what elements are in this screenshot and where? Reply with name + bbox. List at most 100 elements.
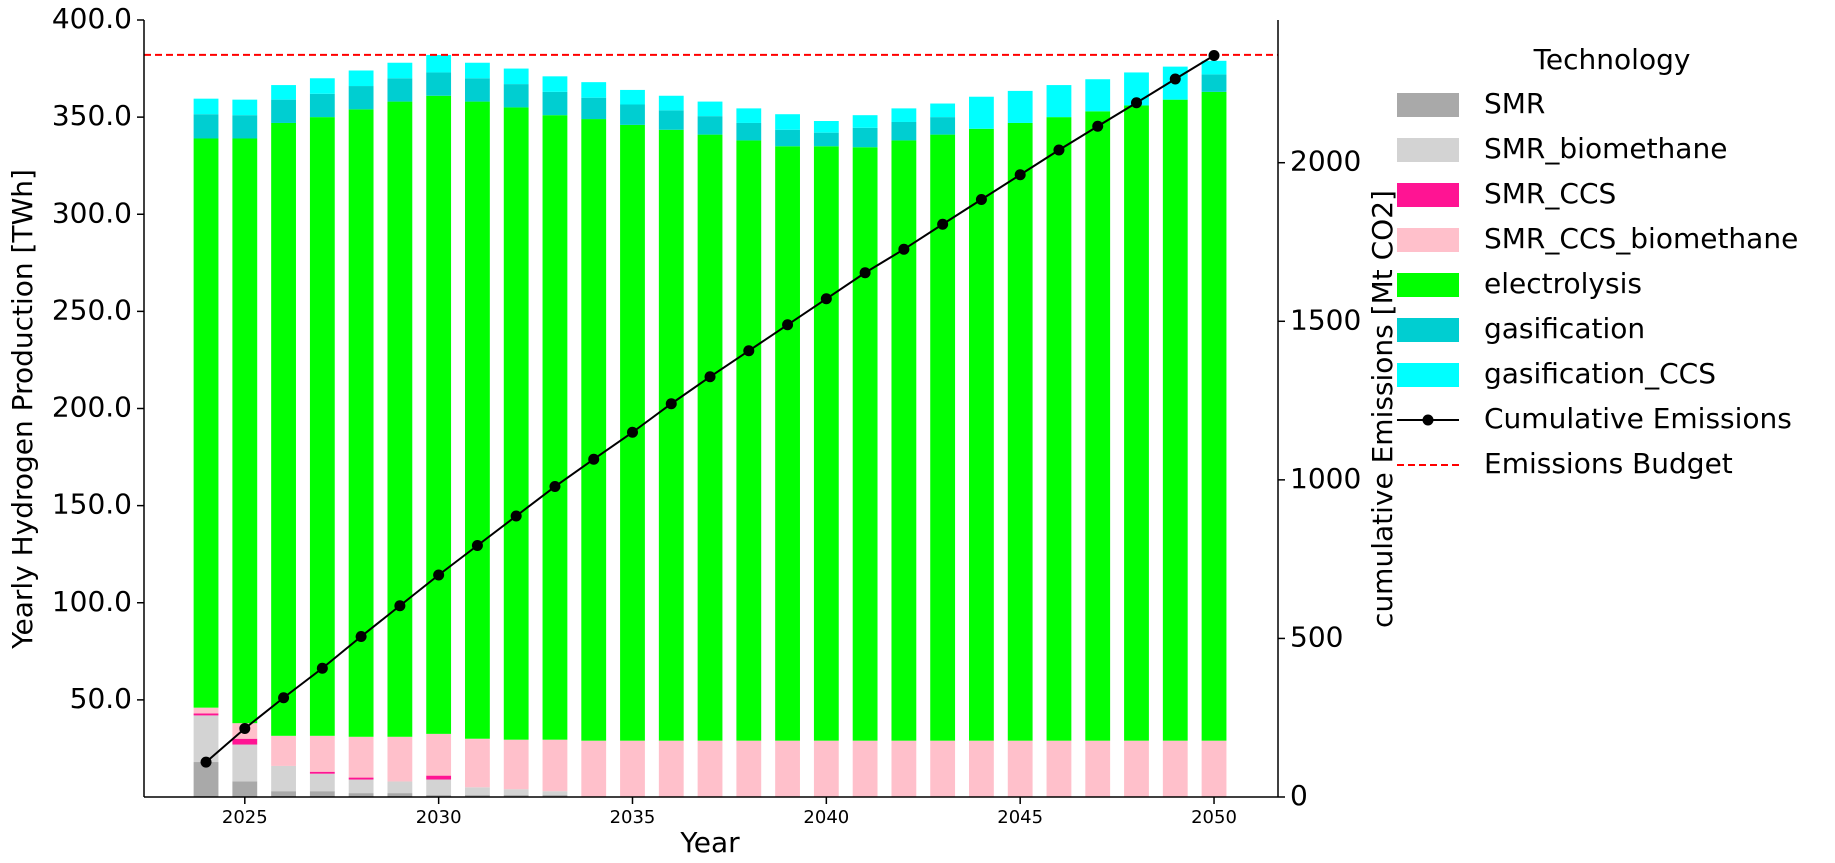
x-tick-label: 2050 — [1191, 807, 1237, 828]
bar-segment — [193, 114, 219, 139]
bar-segment — [813, 121, 839, 133]
bar-segment — [1085, 740, 1111, 797]
bar-segment — [542, 115, 568, 740]
bar-segment — [658, 95, 684, 111]
y2-tick-label: 1500 — [1290, 303, 1361, 336]
line-point — [665, 398, 677, 410]
bar-segment — [193, 762, 219, 797]
bar-segment — [1007, 90, 1033, 123]
bar-segment — [387, 101, 413, 737]
y2-tick-label: 2000 — [1290, 145, 1361, 178]
bar-segment — [309, 78, 335, 94]
bar-segment — [620, 740, 645, 797]
bar-segment — [658, 740, 684, 797]
bar-segment — [1046, 740, 1072, 797]
bar-segment — [969, 128, 994, 741]
line-point — [394, 600, 406, 612]
bar-segment — [891, 108, 917, 122]
bar-segment — [930, 103, 956, 118]
legend-title: Technology — [1533, 43, 1691, 76]
bar-segment — [503, 107, 529, 740]
line-point — [937, 218, 949, 230]
legend-label: Emissions Budget — [1484, 447, 1733, 480]
bar-segment — [930, 117, 956, 135]
bar-segment — [426, 795, 452, 797]
legend-swatch — [1397, 183, 1459, 207]
bar-segment — [542, 91, 568, 116]
x-axis-label: Year — [679, 826, 740, 859]
bar-segment — [813, 132, 839, 147]
bar-segment — [309, 791, 335, 797]
legend-swatch — [1397, 273, 1459, 297]
bar-segment — [465, 62, 490, 79]
line-point — [355, 631, 367, 643]
x-tick-label: 2040 — [803, 807, 849, 828]
legend-label: SMR — [1484, 87, 1545, 120]
bar-segment — [658, 110, 684, 130]
legend-label: Cumulative Emissions — [1484, 402, 1792, 435]
bar-segment — [542, 76, 568, 92]
bar-segment — [426, 775, 452, 780]
bar-segment — [1085, 79, 1111, 112]
bar-segment — [465, 78, 490, 102]
legend-label: gasification — [1484, 312, 1645, 345]
bar-segment — [387, 736, 413, 782]
bar-segment — [348, 777, 374, 780]
legend-marker — [1422, 414, 1434, 426]
bar-segment — [852, 147, 878, 741]
bar-segment — [426, 72, 452, 96]
line-point — [859, 267, 871, 279]
bar-segment — [309, 773, 335, 792]
bar-segment — [852, 115, 878, 128]
y-tick-label: 100.0 — [52, 585, 132, 618]
bar-segment — [348, 736, 374, 778]
legend-swatch — [1397, 228, 1459, 252]
line-point — [704, 371, 716, 383]
bar-segment — [697, 101, 723, 117]
bar-segment — [271, 85, 296, 100]
y2-tick-label: 1000 — [1290, 462, 1361, 495]
bar-segment — [387, 793, 413, 797]
legend-label: electrolysis — [1484, 267, 1642, 300]
line-point — [1169, 73, 1181, 85]
y-tick-label: 200.0 — [52, 391, 132, 424]
bar-segment — [271, 765, 296, 792]
bar-segment — [232, 738, 258, 745]
bar-segment — [309, 735, 335, 772]
legend-label: SMR_CCS — [1484, 177, 1616, 210]
bar-segment — [581, 97, 607, 120]
line-point — [626, 426, 638, 438]
bar-segment — [697, 740, 723, 797]
y-tick-label: 400.0 — [52, 2, 132, 35]
y-tick-label: 300.0 — [52, 196, 132, 229]
line-point — [549, 481, 561, 493]
bar-segment — [1046, 85, 1072, 118]
line-point — [1092, 120, 1104, 132]
bar-segment — [891, 140, 917, 741]
line-point — [588, 453, 600, 465]
bar-segment — [736, 108, 762, 123]
line-point — [316, 662, 328, 674]
bar-segment — [775, 740, 800, 797]
bar-segment — [426, 95, 452, 734]
bar-segment — [387, 62, 413, 79]
x-tick-label: 2025 — [222, 807, 268, 828]
line-point — [1130, 97, 1142, 109]
bar-segment — [1007, 122, 1033, 741]
bar-segment — [309, 771, 335, 774]
y2-tick-label: 0 — [1290, 779, 1308, 812]
bar-segment — [426, 733, 452, 776]
line-point — [278, 692, 290, 704]
bar-segment — [465, 738, 490, 788]
bar-segment — [542, 739, 568, 792]
legend-label: SMR_CCS_biomethane — [1484, 222, 1798, 255]
bar-segment — [193, 707, 219, 714]
bar-segment — [465, 795, 490, 797]
bar-segment — [1124, 105, 1149, 741]
bar-segment — [348, 86, 374, 110]
bar-segment — [930, 134, 956, 741]
bar-segment — [232, 744, 258, 782]
bar-segment — [658, 129, 684, 741]
legend-label: gasification_CCS — [1484, 357, 1716, 390]
